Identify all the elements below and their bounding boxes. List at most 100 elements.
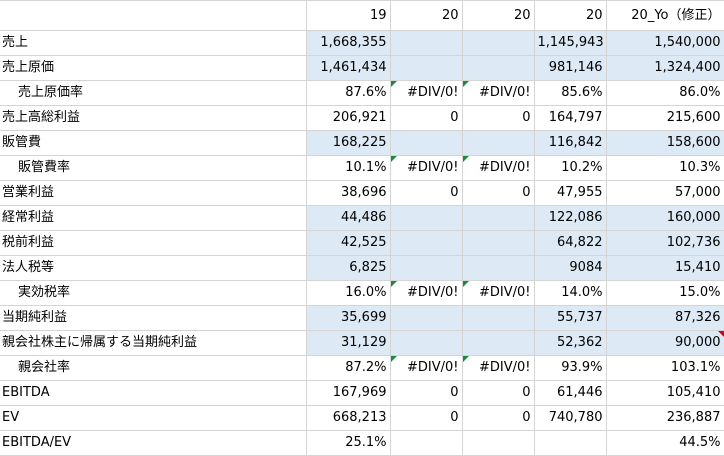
cell[interactable]: 9084 — [534, 255, 607, 281]
cell[interactable]: 47,955 — [534, 180, 607, 206]
cell[interactable] — [534, 430, 607, 456]
cell[interactable] — [390, 255, 463, 281]
row-label[interactable]: 売上 — [0, 30, 307, 56]
error-cell[interactable]: #DIV/0! — [462, 280, 535, 306]
cell[interactable] — [462, 430, 535, 456]
header-cell-20c[interactable]: 20 — [534, 0, 607, 31]
row-label[interactable]: 販管費率 — [0, 155, 307, 181]
row-label[interactable]: 販管費 — [0, 130, 307, 156]
cell[interactable] — [462, 205, 535, 231]
cell[interactable]: 42,525 — [306, 230, 391, 256]
error-cell[interactable]: #DIV/0! — [462, 355, 535, 381]
cell[interactable]: 206,921 — [306, 105, 391, 131]
cell[interactable]: 0 — [462, 405, 535, 431]
cell[interactable]: 740,780 — [534, 405, 607, 431]
cell[interactable] — [462, 330, 535, 356]
cell[interactable]: 158,600 — [606, 130, 724, 156]
row-label[interactable]: 税前利益 — [0, 230, 307, 256]
cell[interactable]: 0 — [462, 180, 535, 206]
cell[interactable]: 44.5% — [606, 430, 724, 456]
cell[interactable]: 10.2% — [534, 155, 607, 181]
cell[interactable] — [462, 230, 535, 256]
cell[interactable]: 44,486 — [306, 205, 391, 231]
row-label[interactable]: 親会社株主に帰属する当期純利益 — [0, 330, 307, 356]
cell[interactable]: 10.3% — [606, 155, 724, 181]
cell[interactable] — [390, 205, 463, 231]
cell[interactable]: 87.2% — [306, 355, 391, 381]
cell[interactable]: 167,969 — [306, 380, 391, 406]
cell[interactable]: 116,842 — [534, 130, 607, 156]
cell[interactable]: 160,000 — [606, 205, 724, 231]
cell[interactable]: 31,129 — [306, 330, 391, 356]
cell[interactable]: 93.9% — [534, 355, 607, 381]
cell[interactable]: 168,225 — [306, 130, 391, 156]
cell[interactable]: 35,699 — [306, 305, 391, 331]
cell[interactable]: 164,797 — [534, 105, 607, 131]
error-cell[interactable]: #DIV/0! — [390, 355, 463, 381]
cell[interactable]: 0 — [390, 405, 463, 431]
cell[interactable]: 215,600 — [606, 105, 724, 131]
cell[interactable]: 236,887 — [606, 405, 724, 431]
row-label[interactable]: 当期純利益 — [0, 305, 307, 331]
cell[interactable]: 52,362 — [534, 330, 607, 356]
cell[interactable]: 0 — [390, 180, 463, 206]
cell[interactable]: 0 — [390, 105, 463, 131]
row-label[interactable]: 法人税等 — [0, 255, 307, 281]
cell[interactable]: 981,146 — [534, 55, 607, 81]
cell[interactable]: 10.1% — [306, 155, 391, 181]
error-cell[interactable]: #DIV/0! — [390, 80, 463, 106]
header-cell-20a[interactable]: 20 — [390, 0, 463, 31]
cell[interactable]: 6,825 — [306, 255, 391, 281]
error-cell[interactable]: #DIV/0! — [390, 280, 463, 306]
cell[interactable]: 1,668,355 — [306, 30, 391, 56]
header-cell-20b[interactable]: 20 — [462, 0, 535, 31]
cell[interactable] — [390, 305, 463, 331]
cell[interactable] — [390, 430, 463, 456]
header-cell-19[interactable]: 19 — [306, 0, 391, 31]
cell[interactable]: 668,213 — [306, 405, 391, 431]
cell[interactable] — [390, 330, 463, 356]
row-label[interactable]: 営業利益 — [0, 180, 307, 206]
cell[interactable]: 38,696 — [306, 180, 391, 206]
cell[interactable]: 1,324,400 — [606, 55, 724, 81]
cell[interactable]: 87.6% — [306, 80, 391, 106]
row-label[interactable]: 経常利益 — [0, 205, 307, 231]
row-label[interactable]: 売上原価率 — [0, 80, 307, 106]
cell[interactable] — [390, 55, 463, 81]
header-cell-20-yo[interactable]: 20_Yo（修正） — [606, 0, 724, 31]
error-cell[interactable]: #DIV/0! — [462, 80, 535, 106]
cell[interactable]: 0 — [390, 380, 463, 406]
cell[interactable] — [462, 55, 535, 81]
row-label[interactable]: EBITDA/EV — [0, 430, 307, 456]
error-cell[interactable]: #DIV/0! — [462, 155, 535, 181]
cell[interactable]: 0 — [462, 105, 535, 131]
row-label[interactable]: 売上原価 — [0, 55, 307, 81]
cell[interactable] — [390, 230, 463, 256]
cell[interactable] — [390, 30, 463, 56]
cell[interactable]: 85.6% — [534, 80, 607, 106]
cell[interactable]: 105,410 — [606, 380, 724, 406]
cell[interactable]: 61,446 — [534, 380, 607, 406]
cell[interactable] — [462, 255, 535, 281]
cell[interactable]: 57,000 — [606, 180, 724, 206]
cell[interactable]: 102,736 — [606, 230, 724, 256]
cell[interactable]: 122,086 — [534, 205, 607, 231]
error-cell[interactable]: #DIV/0! — [390, 155, 463, 181]
cell[interactable]: 15.0% — [606, 280, 724, 306]
cell[interactable]: 64,822 — [534, 230, 607, 256]
cell[interactable]: 1,145,943 — [534, 30, 607, 56]
cell[interactable]: 87,326 — [606, 305, 724, 331]
cell[interactable]: 55,737 — [534, 305, 607, 331]
row-label[interactable]: 実効税率 — [0, 280, 307, 306]
cell[interactable]: 16.0% — [306, 280, 391, 306]
cell[interactable]: 1,540,000 — [606, 30, 724, 56]
comment-cell[interactable]: 90,000 — [606, 330, 724, 356]
cell[interactable] — [462, 130, 535, 156]
row-label[interactable]: EBITDA — [0, 380, 307, 406]
row-label[interactable]: EV — [0, 405, 307, 431]
cell[interactable]: 1,461,434 — [306, 55, 391, 81]
cell[interactable]: 14.0% — [534, 280, 607, 306]
cell[interactable]: 0 — [462, 380, 535, 406]
cell[interactable] — [390, 130, 463, 156]
row-label[interactable]: 売上高総利益 — [0, 105, 307, 131]
